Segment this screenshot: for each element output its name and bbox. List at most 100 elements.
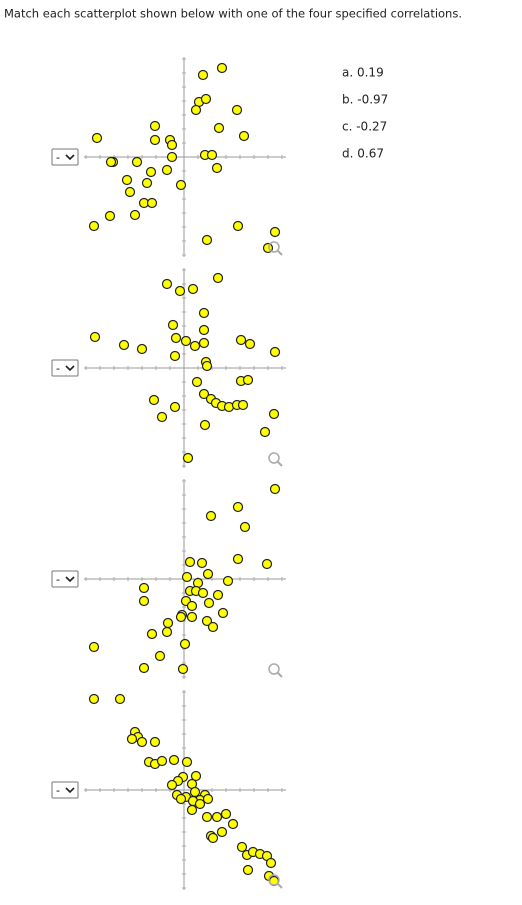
point bbox=[203, 597, 215, 609]
point bbox=[186, 600, 198, 612]
point bbox=[105, 156, 117, 168]
point bbox=[162, 617, 174, 629]
point bbox=[261, 558, 273, 570]
dropdown-box bbox=[51, 570, 79, 588]
point bbox=[238, 130, 250, 142]
point bbox=[186, 804, 198, 816]
point bbox=[206, 149, 218, 161]
zoom-handle bbox=[276, 249, 283, 256]
point bbox=[179, 638, 191, 650]
dropdown-arrow bbox=[65, 154, 75, 161]
point bbox=[191, 376, 203, 388]
point bbox=[161, 626, 173, 638]
point bbox=[181, 571, 193, 583]
point bbox=[201, 234, 213, 246]
zoom-lens bbox=[268, 874, 280, 886]
zoom-icon[interactable] bbox=[268, 663, 283, 678]
point bbox=[232, 220, 244, 232]
point bbox=[91, 132, 103, 144]
point bbox=[201, 615, 213, 627]
point bbox=[177, 663, 189, 675]
point bbox=[121, 174, 133, 186]
zoom-handle bbox=[276, 882, 283, 889]
point bbox=[104, 210, 116, 222]
point bbox=[161, 164, 173, 176]
point bbox=[186, 611, 198, 623]
point bbox=[114, 693, 126, 705]
dropdown-arrow bbox=[65, 576, 75, 583]
point bbox=[175, 611, 187, 623]
point bbox=[156, 411, 168, 423]
dropdown[interactable]: - bbox=[51, 359, 79, 377]
point bbox=[239, 521, 251, 533]
point bbox=[136, 736, 148, 748]
point bbox=[182, 452, 194, 464]
point bbox=[170, 332, 182, 344]
dropdown[interactable]: - bbox=[51, 781, 79, 799]
point bbox=[180, 335, 192, 347]
dropdown-arrow bbox=[65, 365, 75, 372]
dropdown[interactable]: - bbox=[51, 570, 79, 588]
point bbox=[126, 733, 138, 745]
point bbox=[220, 808, 232, 820]
dropdown-box bbox=[51, 359, 79, 377]
dropdown-value: - bbox=[56, 573, 60, 586]
zoom-lens bbox=[268, 452, 280, 464]
point bbox=[136, 343, 148, 355]
point bbox=[198, 307, 210, 319]
point bbox=[161, 278, 173, 290]
point bbox=[202, 568, 214, 580]
point bbox=[197, 69, 209, 81]
point bbox=[207, 621, 219, 633]
point bbox=[216, 62, 228, 74]
point bbox=[211, 162, 223, 174]
point bbox=[190, 770, 202, 782]
point bbox=[201, 360, 213, 372]
point bbox=[268, 408, 280, 420]
dropdown-box bbox=[51, 781, 79, 799]
zoom-icon[interactable] bbox=[268, 241, 283, 256]
choice: b. -0.97 bbox=[342, 93, 388, 107]
point bbox=[118, 339, 130, 351]
point bbox=[88, 693, 100, 705]
point bbox=[138, 582, 150, 594]
point bbox=[146, 197, 158, 209]
point bbox=[222, 575, 234, 587]
point bbox=[196, 557, 208, 569]
point bbox=[212, 272, 224, 284]
point bbox=[181, 756, 193, 768]
point bbox=[88, 220, 100, 232]
point bbox=[146, 628, 158, 640]
dropdown-value: - bbox=[56, 151, 60, 164]
point bbox=[194, 798, 206, 810]
point bbox=[149, 736, 161, 748]
point bbox=[175, 179, 187, 191]
choice: c. -0.27 bbox=[342, 120, 387, 134]
point bbox=[138, 595, 150, 607]
dropdown[interactable]: - bbox=[51, 148, 79, 166]
point bbox=[212, 589, 224, 601]
point bbox=[202, 793, 214, 805]
point bbox=[148, 394, 160, 406]
choice: d. 0.67 bbox=[342, 147, 384, 161]
dropdown-value: - bbox=[56, 784, 60, 797]
zoom-lens bbox=[268, 241, 280, 253]
dropdown-box bbox=[51, 148, 79, 166]
zoom-handle bbox=[276, 460, 283, 467]
point bbox=[269, 346, 281, 358]
point bbox=[198, 337, 210, 349]
point bbox=[236, 841, 248, 853]
point bbox=[166, 139, 178, 151]
zoom-icon[interactable] bbox=[268, 452, 283, 467]
point bbox=[149, 120, 161, 132]
point bbox=[156, 755, 168, 767]
point bbox=[269, 226, 281, 238]
point bbox=[199, 419, 211, 431]
zoom-icon[interactable] bbox=[268, 874, 283, 889]
point bbox=[217, 607, 229, 619]
point bbox=[211, 811, 223, 823]
dropdown-arrow bbox=[65, 787, 75, 794]
point bbox=[235, 334, 247, 346]
point bbox=[168, 754, 180, 766]
